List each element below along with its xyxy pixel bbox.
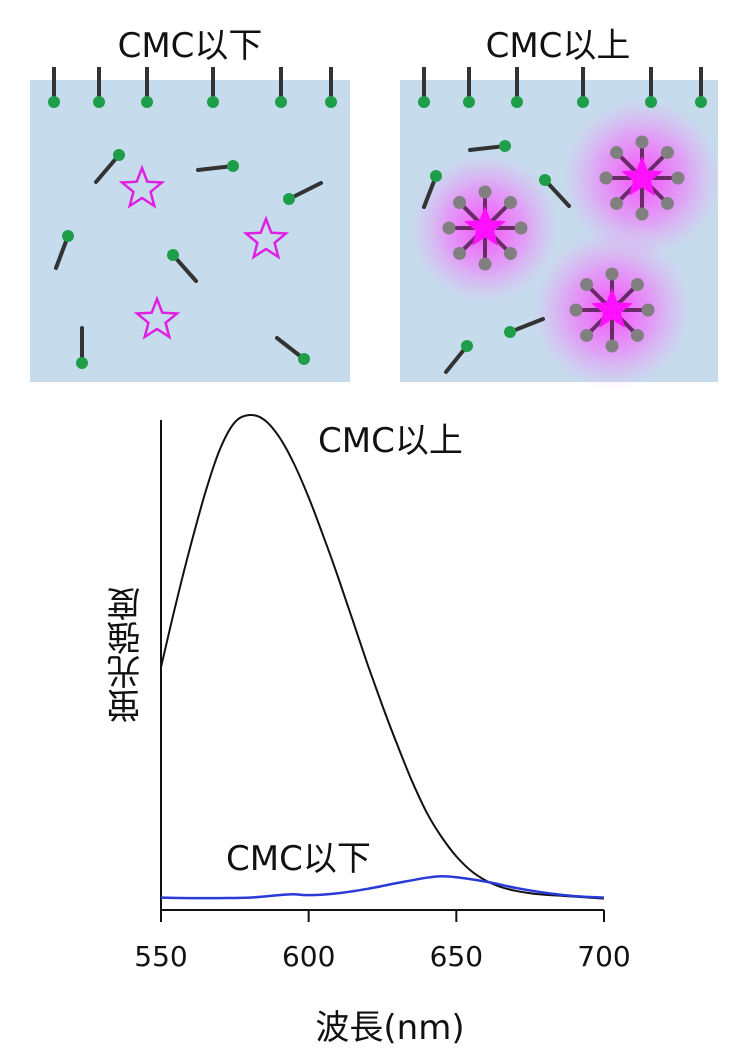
x-tick-label: 700	[577, 940, 630, 973]
micelle-head	[514, 221, 528, 235]
micelle-head	[569, 303, 583, 317]
schematic-panels	[30, 67, 722, 390]
micelle-head	[610, 146, 624, 160]
micelle-head	[453, 196, 467, 210]
series-line-below-cmc	[160, 874, 605, 900]
micelle	[599, 135, 685, 221]
x-tick-label: 650	[430, 940, 483, 973]
micelle-head	[630, 278, 644, 292]
dye-star-filled	[591, 288, 633, 328]
water-box-left	[30, 80, 350, 382]
surface-surfactants-right	[418, 67, 707, 108]
micelle-head	[580, 278, 594, 292]
micelle	[442, 185, 528, 271]
below-cmc-panel	[30, 67, 350, 382]
annotation-below-cmc: CMC以下	[226, 839, 371, 879]
micelle-head	[503, 246, 517, 260]
dye-star-hollow	[242, 215, 290, 260]
above-cmc-panel	[400, 67, 722, 390]
x-tick-label: 600	[282, 940, 335, 973]
micelle-head	[453, 246, 467, 260]
x-ticks: 550 600 650 700	[134, 910, 631, 973]
y-axis-label: 蛍光強度	[107, 587, 147, 723]
micelle-head	[635, 135, 649, 149]
dye-star-filled	[621, 156, 663, 196]
series-layer	[160, 413, 605, 900]
series-line-above-cmc	[160, 413, 605, 900]
micelle-head	[442, 221, 456, 235]
micelle-head	[599, 171, 613, 185]
micelle-head	[605, 339, 619, 353]
free-surfactants-right	[422, 140, 571, 374]
x-axis-label: 波長(nm)	[315, 1008, 465, 1048]
surface-surfactants-left	[48, 67, 337, 108]
micelle-head	[580, 328, 594, 342]
micelle-head	[478, 257, 492, 271]
dye-star-hollow	[118, 164, 166, 209]
micelle-head	[605, 267, 619, 281]
panel-title-above-cmc: CMC以上	[485, 26, 631, 66]
micelle-head	[660, 146, 674, 160]
micelle	[569, 267, 655, 353]
dye-star-filled	[464, 206, 506, 246]
annotation-above-cmc: CMC以上	[318, 421, 463, 461]
micelle-head	[503, 196, 517, 210]
micelle-head	[671, 171, 685, 185]
micelle-head	[641, 303, 655, 317]
dye-stars-left	[118, 164, 290, 340]
micelle-head	[630, 328, 644, 342]
dye-star-hollow	[133, 295, 181, 340]
micelle-head	[660, 196, 674, 210]
micelle-head	[610, 196, 624, 210]
micelles	[442, 135, 685, 353]
panel-title-below-cmc: CMC以下	[117, 26, 263, 66]
micelle-head	[478, 185, 492, 199]
free-surfactants-left	[54, 149, 323, 369]
x-tick-label: 550	[134, 940, 187, 973]
micelle-head	[635, 207, 649, 221]
